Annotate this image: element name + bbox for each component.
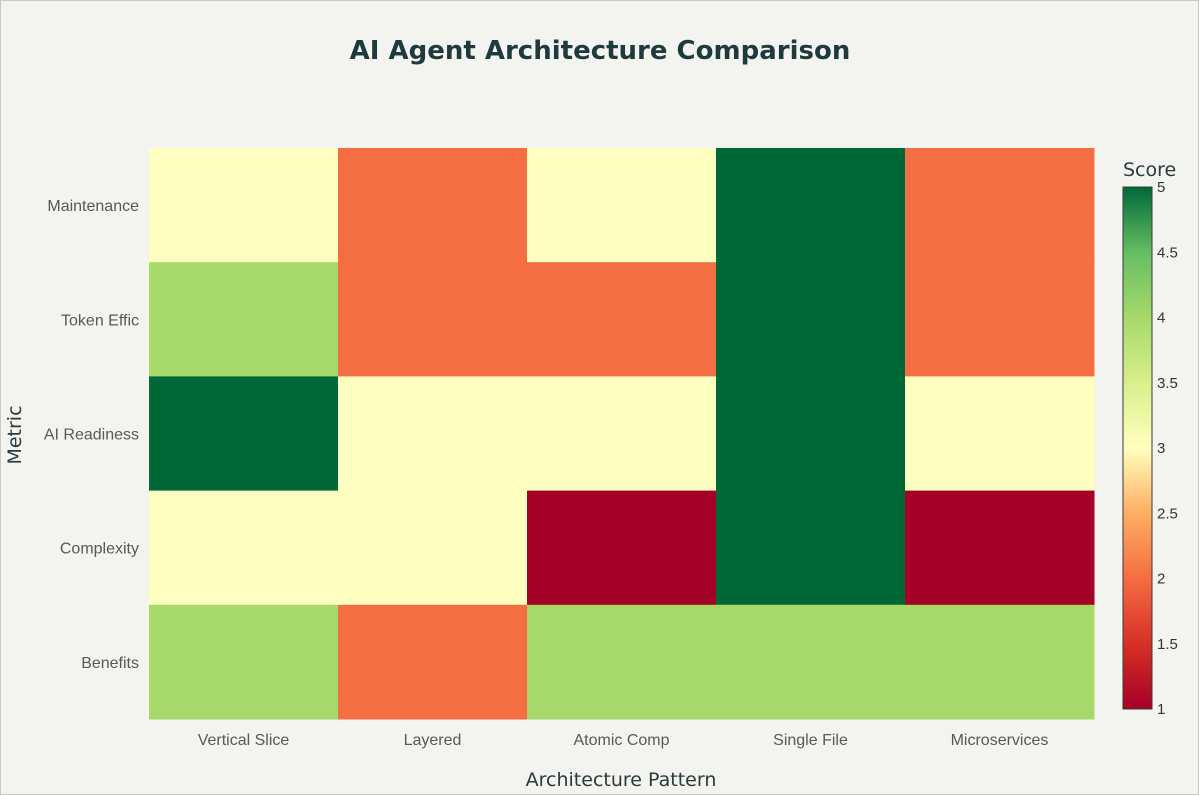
colorbar-tick-label: 2.5: [1157, 505, 1178, 522]
heatmap-cell-5-1: [149, 604, 339, 720]
y-tick-label: AI Readiness: [44, 427, 139, 444]
heatmap-cell-3-5: [905, 376, 1095, 492]
x-tick-labels: Vertical Slice Layered Atomic Comp Single F…: [198, 732, 1049, 749]
x-tick-label: Atomic Comp: [573, 732, 669, 749]
colorbar-title: Score: [1123, 159, 1176, 181]
heatmap-cell-5-2: [338, 604, 528, 720]
colorbar-tick-label: 5: [1157, 179, 1165, 196]
colorbar-tick-label: 3: [1157, 440, 1165, 457]
colorbar: [1122, 186, 1153, 710]
heatmap-cell-5-4: [716, 604, 906, 720]
heatmap-cell-4-5: [905, 490, 1095, 606]
heatmap-cell-4-3: [527, 490, 717, 606]
heatmap-cell-4-1: [149, 490, 339, 606]
heatmap-cell-4-2: [338, 490, 528, 606]
heatmap-cell-1-1: [149, 148, 339, 263]
heatmap-cell-3-1: [149, 376, 339, 492]
x-tick-label: Layered: [404, 732, 462, 749]
heatmap-cell-1-2: [338, 148, 528, 263]
y-axis-title: Metric: [4, 405, 26, 464]
x-tick-label: Vertical Slice: [198, 732, 290, 749]
y-tick-label: Maintenance: [47, 198, 139, 215]
heatmap-cells: [149, 148, 1095, 720]
heatmap-cell-1-5: [905, 148, 1095, 263]
x-axis-title: Architecture Pattern: [526, 769, 717, 791]
chart-title: AI Agent Architecture Comparison: [350, 36, 851, 66]
heatmap-cell-5-3: [527, 604, 717, 720]
heatmap-cell-3-4: [716, 376, 906, 492]
heatmap-cell-2-1: [149, 262, 339, 377]
y-tick-labels: Maintenance Token Effic AI Readiness Comple…: [44, 198, 139, 672]
colorbar-tick-label: 3.5: [1157, 375, 1178, 392]
colorbar-tick-label: 2: [1157, 571, 1165, 588]
colorbar-ticks: 1 1.5 2 2.5 3 3.5 4 4.5 5: [1157, 179, 1178, 718]
heatmap-cell-5-5: [905, 604, 1095, 720]
colorbar-tick-label: 1.5: [1157, 636, 1178, 653]
colorbar-tick-label: 4: [1157, 310, 1165, 327]
y-tick-label: Token Effic: [61, 312, 139, 329]
y-tick-label: Benefits: [81, 655, 139, 672]
heatmap-cell-3-3: [527, 376, 717, 492]
y-tick-label: Complexity: [60, 541, 139, 558]
heatmap-cell-4-4: [716, 490, 906, 606]
heatmap-cell-2-2: [338, 262, 528, 377]
x-tick-label: Microservices: [951, 732, 1049, 749]
heatmap-cell-2-5: [905, 262, 1095, 377]
colorbar-tick-label: 4.5: [1157, 244, 1178, 261]
heatmap-cell-2-3: [527, 262, 717, 377]
heatmap-cell-3-2: [338, 376, 528, 492]
heatmap-cell-2-4: [716, 262, 906, 377]
x-tick-label: Single File: [773, 732, 848, 749]
heatmap-cell-1-4: [716, 148, 906, 263]
colorbar-tick-label: 1: [1157, 701, 1165, 718]
heatmap-cell-1-3: [527, 148, 717, 263]
